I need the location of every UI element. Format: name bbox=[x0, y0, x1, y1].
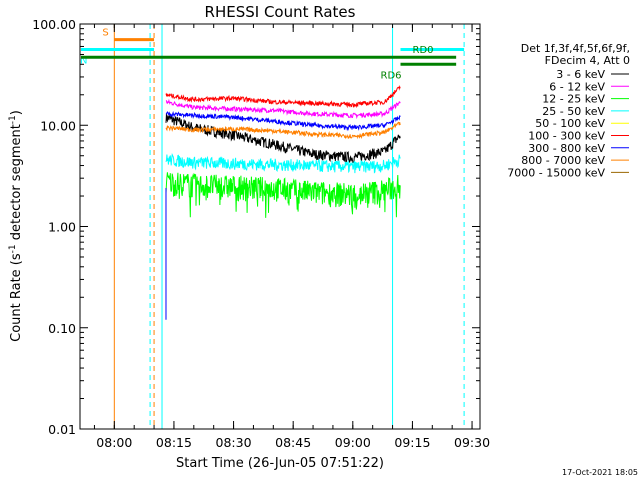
flag-label: S bbox=[102, 28, 108, 39]
legend-header-line-1: Det 1f,3f,4f,5f,6f,9f, bbox=[521, 42, 630, 55]
legend-header-line-2: FDecim 4, Att 0 bbox=[545, 54, 630, 67]
series-line-12-25-keV bbox=[165, 172, 401, 218]
y-tick-label: 100.00 bbox=[32, 17, 76, 32]
y-tick-label: 1.00 bbox=[48, 220, 76, 235]
x-tick-label: 09:30 bbox=[454, 435, 490, 450]
legend-label: 300 - 800 keV bbox=[528, 142, 605, 155]
legend-label: 50 - 100 keV bbox=[535, 117, 605, 130]
x-axis-ticks: 08:00 08:15 08:30 08:45 09:00 09:15 09:30 bbox=[93, 24, 490, 450]
flag-label: N bbox=[80, 55, 87, 66]
x-tick-label: 09:15 bbox=[394, 435, 430, 450]
legend-label: 7000 - 15000 keV bbox=[507, 166, 605, 179]
x-axis-label: Start Time (26-Jun-05 07:51:22) bbox=[176, 456, 384, 471]
y-axis-ticks: 0.01 0.10 1.00 10.00 100.00 bbox=[32, 17, 480, 437]
x-tick-label: 08:00 bbox=[96, 435, 132, 450]
x-tick-label: 08:30 bbox=[216, 435, 252, 450]
legend-label: 800 - 7000 keV bbox=[521, 154, 605, 167]
series-line-3-6-keV bbox=[165, 113, 401, 163]
x-tick-label: 09:00 bbox=[335, 435, 371, 450]
flag-label: RD6 bbox=[381, 70, 402, 81]
chart-title: RHESSI Count Rates bbox=[205, 3, 356, 21]
flag-label: RD0 bbox=[413, 45, 434, 56]
series-line-100-300-keV bbox=[165, 85, 401, 109]
series-line-800-7000-keV bbox=[165, 121, 401, 140]
legend: Det 1f,3f,4f,5f,6f,9f, FDecim 4, Att 0 3… bbox=[507, 42, 630, 179]
plot-frame bbox=[79, 23, 481, 430]
generation-timestamp: 17-Oct-2021 18:05 bbox=[562, 468, 638, 477]
plot-content: S N RD0 RD6 bbox=[80, 24, 465, 429]
series-line-6-12-keV bbox=[165, 98, 401, 120]
series-line-25-50-keV bbox=[165, 153, 401, 174]
legend-label: 100 - 300 keV bbox=[528, 130, 605, 143]
legend-label: 25 - 50 keV bbox=[542, 105, 605, 118]
x-tick-label: 08:45 bbox=[275, 435, 311, 450]
legend-label: 6 - 12 keV bbox=[549, 80, 605, 93]
y-tick-label: 0.01 bbox=[48, 422, 76, 437]
y-tick-label: 0.10 bbox=[48, 321, 76, 336]
series-line-300-800-keV bbox=[165, 110, 401, 132]
legend-label: 12 - 25 keV bbox=[542, 93, 605, 106]
x-tick-label: 08:15 bbox=[156, 435, 192, 450]
y-tick-label: 10.00 bbox=[40, 118, 76, 133]
legend-label: 3 - 6 keV bbox=[556, 68, 605, 81]
y-axis-label: Count Rate (s-1 detector segment-1) bbox=[8, 110, 24, 342]
